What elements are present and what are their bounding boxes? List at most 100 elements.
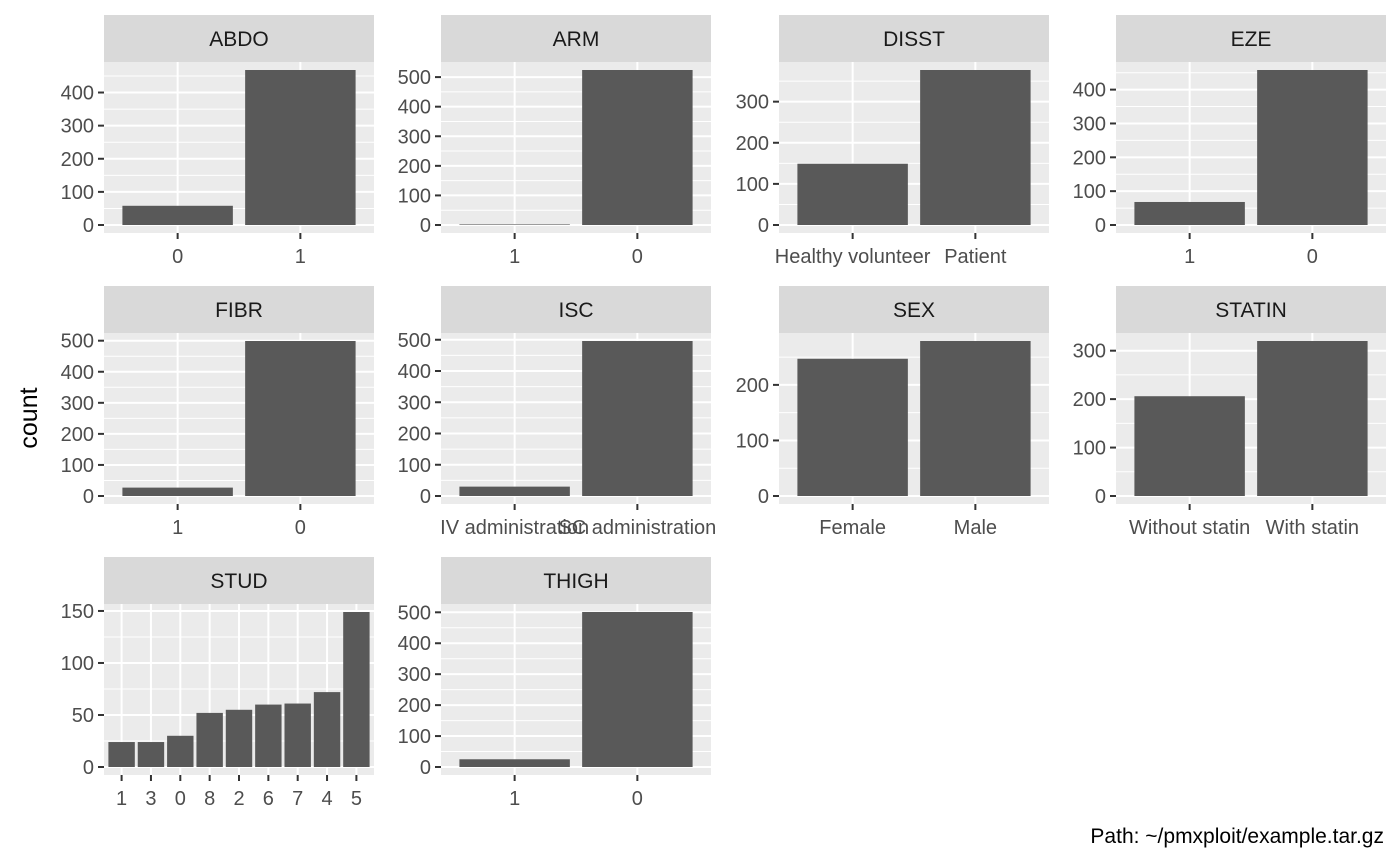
y-tick-label: 100 [1073,438,1106,460]
x-tick-label: 6 [263,788,274,810]
strip-label-statin: STATIN [1215,299,1287,322]
bar-arm-0 [582,70,693,225]
x-tick-label: 1 [172,517,183,539]
bar-isc-sc-administration [582,341,693,496]
y-tick-label: 100 [61,455,94,477]
strip-thigh [441,557,711,604]
y-tick-label: 0 [1095,486,1106,508]
y-tick-label: 0 [758,215,769,237]
facet-fibr: FIBR 0 100 200 300 400 500 1 0 [61,286,374,539]
strip-statin [1116,286,1386,333]
y-tick-label: 400 [398,361,431,383]
facet-sex: SEX 0 100 200 Female Male [736,286,1049,539]
x-tick-label: Without statin [1129,517,1250,539]
y-tick-label: 0 [1095,215,1106,237]
bar-sex-female [797,358,908,496]
bar-abdo-1 [245,70,356,225]
y-tick-label: 200 [398,424,431,446]
bar-stud-3 [137,742,165,767]
x-tick-label: SC administration [558,517,716,539]
bar-arm-1 [459,224,570,225]
x-tick-label: 1 [1184,246,1195,268]
bar-eze-1 [1134,201,1245,225]
y-tick-label: 150 [61,601,94,623]
y-tick-label: 100 [398,726,431,748]
y-tick-label: 100 [1073,181,1106,203]
y-tick-label: 200 [61,424,94,446]
strip-eze [1116,15,1386,62]
strip-label-isc: ISC [558,299,593,322]
y-tick-label: 300 [398,664,431,686]
x-tick-label: 1 [295,246,306,268]
strip-label-disst: DISST [883,28,945,51]
strip-fibr [104,286,374,333]
strip-label-fibr: FIBR [215,299,263,322]
y-tick-label: 100 [61,653,94,675]
y-tick-label: 400 [398,97,431,119]
x-tick-label: 0 [632,246,643,268]
bar-thigh-0 [582,612,693,767]
bar-stud-4 [313,692,341,767]
y-tick-label: 300 [61,116,94,138]
y-tick-label: 400 [61,362,94,384]
y-tick-label: 500 [398,602,431,624]
bar-stud-2 [225,709,253,767]
bar-statin-without-statin [1134,396,1245,496]
strip-sex [779,286,1049,333]
bar-statin-with-statin [1257,341,1368,496]
y-tick-label: 0 [83,486,94,508]
bar-thigh-1 [459,759,570,767]
x-tick-label: 0 [172,246,183,268]
y-tick-label: 300 [1073,113,1106,135]
y-tick-label: 0 [758,486,769,508]
x-tick-label: 5 [351,788,362,810]
strip-label-abdo: ABDO [209,28,269,51]
y-tick-label: 400 [61,83,94,105]
y-tick-label: 200 [1073,147,1106,169]
x-tick-label: 0 [1307,246,1318,268]
y-tick-label: 200 [1073,389,1106,411]
y-axis-title: count [15,387,43,448]
y-tick-label: 400 [1073,80,1106,102]
facet-arm: ARM 0 100 200 300 400 500 1 0 [398,15,711,268]
y-tick-label: 500 [398,330,431,352]
x-tick-label: Healthy volunteer [775,246,931,268]
bar-stud-5 [343,612,370,767]
y-tick-label: 500 [61,331,94,353]
facet-eze: EZE 0 100 200 300 400 1 0 [1073,15,1386,268]
facet-thigh: THIGH 0 100 200 300 400 500 1 0 [398,557,711,810]
y-tick-label: 0 [420,486,431,508]
y-tick-label: 300 [1073,341,1106,363]
y-tick-label: 200 [61,149,94,171]
x-tick-label: 0 [295,517,306,539]
strip-label-stud: STUD [210,570,267,593]
bar-disst-patient [920,70,1031,225]
y-tick-label: 300 [736,92,769,114]
y-tick-label: 300 [61,393,94,415]
x-tick-label: Patient [944,246,1007,268]
y-tick-label: 200 [398,156,431,178]
y-tick-label: 50 [72,705,94,727]
y-tick-label: 100 [398,185,431,207]
strip-label-sex: SEX [893,299,935,322]
bar-stud-7 [284,703,311,767]
x-tick-label: 0 [632,788,643,810]
bar-stud-8 [196,712,223,767]
x-tick-label: IV administration [440,517,589,539]
strip-stud [104,557,374,604]
facet-abdo: ABDO 0 100 200 300 400 0 1 [61,15,374,268]
bar-sex-male [920,341,1031,496]
caption: Path: ~/pmxploit/example.tar.gz [1090,825,1384,848]
strip-isc [441,286,711,333]
x-tick-label: Female [819,517,886,539]
x-tick-label: With statin [1266,517,1359,539]
bar-fibr-0 [245,341,356,496]
y-tick-label: 500 [398,67,431,89]
bar-isc-iv-administration [459,486,570,496]
bar-eze-0 [1257,70,1368,225]
y-tick-label: 300 [398,126,431,148]
y-tick-label: 0 [420,757,431,779]
